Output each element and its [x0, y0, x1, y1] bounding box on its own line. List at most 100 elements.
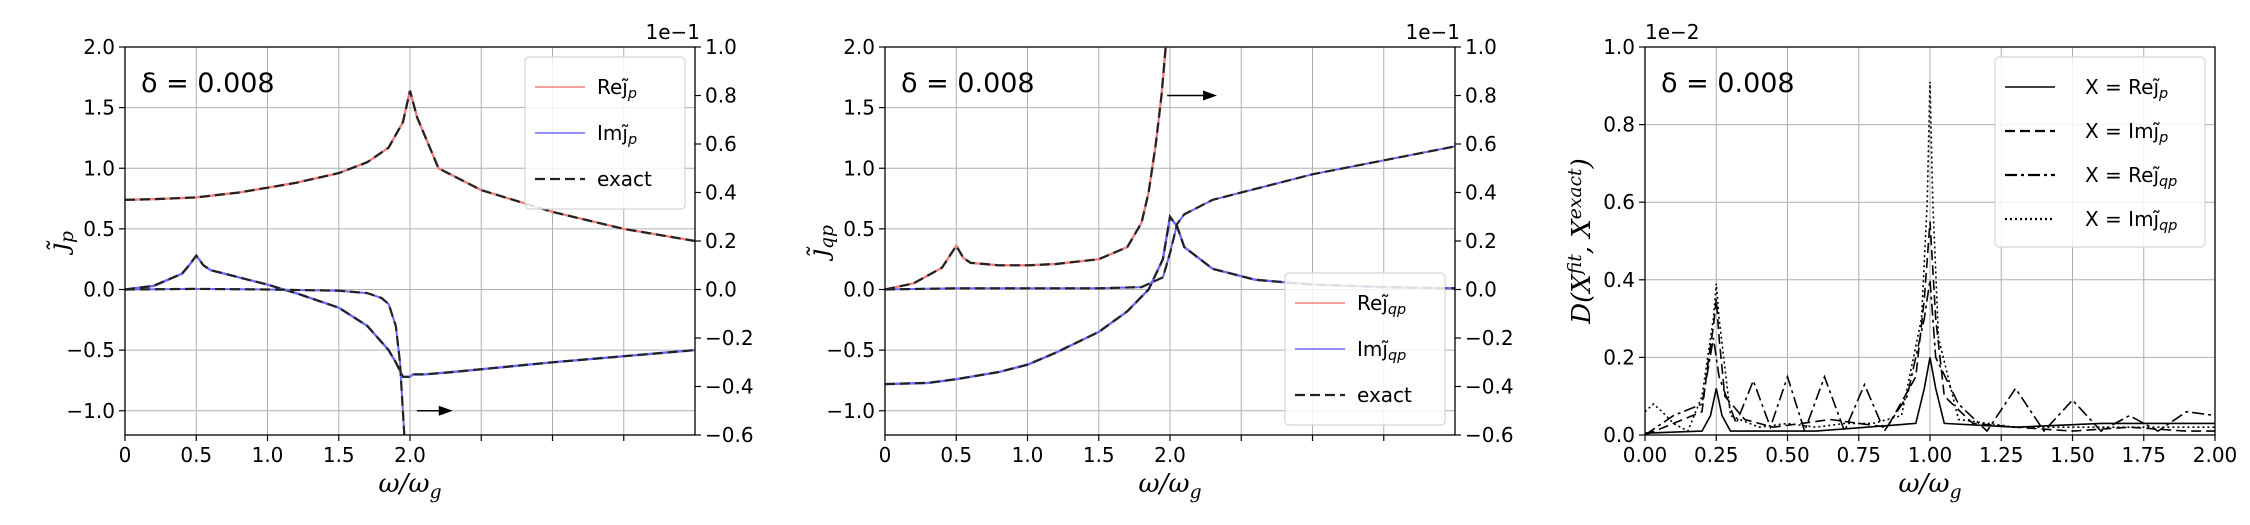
x-tick-label: 1.0	[252, 443, 284, 467]
x-tick-label: 0	[879, 443, 892, 467]
y2-tick-label: 0.6	[1465, 132, 1497, 156]
series-group	[125, 90, 695, 435]
x-tick-label: 2.0	[1154, 443, 1186, 467]
legend: Rej̃p Imj̃p exact	[524, 56, 686, 210]
y2-tick-label: −0.2	[705, 326, 754, 350]
y2-tick-label: −0.6	[1465, 423, 1514, 447]
y-axis-label: D(Xfit, Xexact)	[1565, 158, 1597, 324]
y-tick-label: 1.0	[843, 156, 875, 180]
legend-label: X = Rej̃qp	[2085, 163, 2177, 190]
chart-panel-1: 0 0.5 1.0 1.5 2.0 −1.0 −0.5 0.0 0.5 1.0 1.5 2.0 −0.6…	[44, 20, 754, 503]
y-tick-label: 1.5	[843, 96, 875, 120]
legend-label: Imj̃qp	[1357, 337, 1406, 364]
y-multiplier: 1e−2	[1645, 20, 1700, 44]
y2-tick-label: 0.6	[705, 132, 737, 156]
y2-tick-label: 1.0	[1465, 35, 1497, 59]
y-tick-label: 0.8	[1603, 113, 1635, 137]
y-tick-label: 0.0	[1603, 423, 1635, 447]
legend-label: Imj̃p	[597, 121, 637, 148]
series-line-2	[1645, 221, 2215, 435]
y-tick-label: 0.5	[83, 217, 115, 241]
y2-tick-label: 0.2	[705, 229, 737, 253]
legend-box	[1284, 272, 1446, 426]
legend-label: exact	[1357, 383, 1412, 407]
y-tick-label: 0.0	[843, 278, 875, 302]
x-axis-label: ω/ωg	[1898, 469, 1961, 503]
series-line-fit-3	[125, 287, 406, 435]
chart-panel-2: 0 0.5 1.0 1.5 2.0 −1.0 −0.5 0.0 0.5 1.0 1.5 2.0 −0.6…	[804, 20, 1514, 503]
y-tick-label: −0.5	[66, 338, 115, 362]
x-tick-label: 1.75	[2121, 443, 2166, 467]
y-tick-label: 0.4	[1603, 268, 1635, 292]
series-line-4	[1645, 81, 2215, 433]
legend-box	[524, 56, 686, 210]
series-line-3	[125, 287, 406, 435]
x-tick-label: 0.5	[940, 443, 972, 467]
y-tick-label: 2.0	[843, 35, 875, 59]
y-tick-label: −1.0	[66, 399, 115, 423]
y2-multiplier: 1e−1	[645, 20, 700, 44]
series-line-exact-2	[885, 214, 1455, 386]
x-tick-label: 1.25	[1979, 443, 2024, 467]
y-tick-label: 0.0	[83, 278, 115, 302]
x-tick-label: 1.5	[1083, 443, 1115, 467]
x-axis-label: ω/ωg	[1138, 469, 1201, 503]
legend-label: X = Imj̃p	[2085, 119, 2168, 146]
y-tick-label: 1.5	[83, 96, 115, 120]
legend-label: X = Rej̃p	[2085, 75, 2168, 102]
series-line-exact-1	[125, 90, 695, 243]
y2-tick-label: 0.4	[705, 181, 737, 205]
y2-tick-label: 0.0	[705, 278, 737, 302]
y-tick-label: 0.5	[843, 217, 875, 241]
delta-annotation: δ = 0.008	[901, 68, 1035, 99]
y2-tick-label: −0.2	[1465, 326, 1514, 350]
x-tick-label: 1.5	[323, 443, 355, 467]
x-tick-label: 0.75	[1836, 443, 1881, 467]
series-line-3	[1645, 279, 2215, 435]
x-tick-label: 0.50	[1765, 443, 1810, 467]
series-group	[1645, 81, 2215, 435]
x-tick-label: 1.50	[2050, 443, 2095, 467]
y2-tick-label: −0.4	[705, 375, 754, 399]
y-axis-label: j̃qp	[804, 225, 838, 262]
series-line-exact-2	[125, 253, 695, 378]
delta-annotation: δ = 0.008	[1661, 68, 1795, 99]
y2-tick-label: 0.8	[1465, 84, 1497, 108]
legend: Rej̃qp Imj̃qp exact	[1284, 272, 1446, 426]
x-tick-label: 0.5	[180, 443, 212, 467]
x-tick-label: 0.00	[1623, 443, 1668, 467]
legend-label: X = Imj̃qp	[2085, 207, 2177, 234]
series-group	[885, 47, 1455, 386]
y-tick-label: 1.0	[83, 156, 115, 180]
y2-tick-label: 1.0	[705, 35, 737, 59]
x-axis-label: ω/ωg	[378, 469, 441, 503]
delta-annotation: δ = 0.008	[141, 68, 275, 99]
legend-label: Rej̃p	[597, 75, 637, 102]
x-tick-label: 1.0	[1012, 443, 1044, 467]
x-tick-label: 2.00	[2193, 443, 2238, 467]
legend-label: exact	[597, 167, 652, 191]
chart-panel-3: 0.00 0.25 0.50 0.75 1.00 1.25 1.50 1.75 2.00 0.0 0…	[1565, 20, 2237, 503]
arrow-head	[1203, 90, 1218, 101]
y2-tick-label: −0.6	[705, 423, 754, 447]
y-tick-label: −1.0	[826, 399, 875, 423]
y-tick-label: −0.5	[826, 338, 875, 362]
y-tick-label: 1.0	[1603, 35, 1635, 59]
series-line-3	[885, 145, 1455, 291]
y2-multiplier: 1e−1	[1405, 20, 1460, 44]
y2-tick-label: 0.0	[1465, 278, 1497, 302]
y-tick-label: 0.6	[1603, 190, 1635, 214]
x-tick-label: 1.00	[1908, 443, 1953, 467]
x-tick-label: 0	[119, 443, 132, 467]
series-line-exact-1	[885, 47, 1167, 291]
y-tick-label: 0.2	[1603, 345, 1635, 369]
y2-tick-label: 0.4	[1465, 181, 1497, 205]
legend-box	[1994, 56, 2206, 248]
legend: X = Rej̃p X = Imj̃p X = Rej̃qp X = Imj̃qp	[1994, 56, 2206, 248]
series-line-1	[1645, 357, 2215, 434]
y2-tick-label: 0.8	[705, 84, 737, 108]
arrow-head	[438, 405, 453, 416]
y2-tick-label: 0.2	[1465, 229, 1497, 253]
legend-label: Rej̃qp	[1357, 291, 1406, 318]
